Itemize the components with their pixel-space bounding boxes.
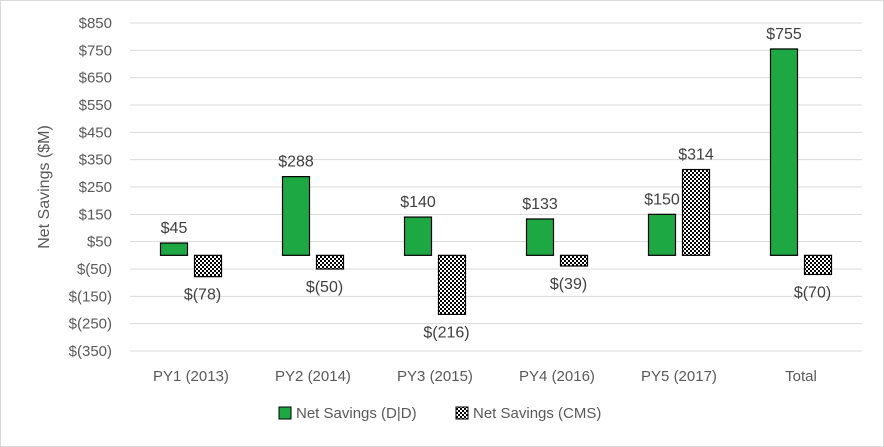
y-axis-title: Net Savings ($M) <box>36 125 53 249</box>
data-label: $(78) <box>184 287 221 304</box>
y-tick-label: $450 <box>79 124 112 141</box>
data-label: $45 <box>161 220 188 237</box>
data-label: $288 <box>278 154 314 171</box>
data-label: $(70) <box>794 284 831 301</box>
bar-dd <box>159 242 189 256</box>
bar-dd <box>281 176 311 256</box>
data-label: $(39) <box>550 276 587 293</box>
y-tick-label: $150 <box>79 206 112 223</box>
y-tick-label: $50 <box>87 234 112 251</box>
y-tick-label: $750 <box>79 42 112 59</box>
legend-label-dd: Net Savings (D|D) <box>296 405 417 422</box>
gridlines <box>130 22 862 352</box>
x-tick-label: PY2 (2014) <box>275 368 351 385</box>
bar-cms <box>437 254 467 315</box>
y-tick-label: $(250) <box>69 316 112 333</box>
data-label: $(216) <box>423 324 469 341</box>
legend-swatch-dd <box>278 406 292 420</box>
legend-label-cms: Net Savings (CMS) <box>473 405 601 422</box>
y-tick-label: $(150) <box>69 288 112 305</box>
bar-cms <box>193 254 223 278</box>
y-tick-labels: $850 $750 $650 $550 $450 $350 $250 $150 $50 $(50)… <box>69 15 112 360</box>
data-label: $140 <box>400 194 436 211</box>
legend: Net Savings (D|D) Net Savings (CMS) <box>278 405 601 422</box>
data-labels: $45 $(78) $288 $(50) $140 $(216) $133 $(39) $150… <box>161 26 832 341</box>
x-tick-label: PY4 (2016) <box>519 368 595 385</box>
data-label: $133 <box>522 196 558 213</box>
x-tick-label: PY5 (2017) <box>641 368 717 385</box>
y-tick-label: $350 <box>79 152 112 169</box>
x-tick-labels: PY1 (2013) PY2 (2014) PY3 (2015) PY4 (2016)… <box>153 368 817 385</box>
bar-dd <box>403 216 433 256</box>
x-tick-label: Total <box>785 368 817 385</box>
y-tick-label: $850 <box>79 15 112 32</box>
bar-cms <box>681 168 711 256</box>
bars <box>159 48 833 315</box>
legend-swatch-cms <box>455 406 469 420</box>
data-label: $(50) <box>306 279 343 296</box>
bar-dd <box>769 48 799 256</box>
y-tick-label: $(50) <box>77 261 112 278</box>
x-tick-label: PY1 (2013) <box>153 368 229 385</box>
x-tick-label: PY3 (2015) <box>397 368 473 385</box>
y-tick-label: $650 <box>79 70 112 87</box>
data-label: $314 <box>678 147 714 164</box>
data-label: $755 <box>766 26 802 43</box>
y-tick-label: $550 <box>79 97 112 114</box>
bar-cms <box>315 254 345 270</box>
bar-dd <box>525 218 555 256</box>
data-label: $150 <box>644 191 680 208</box>
bar-dd <box>647 213 677 256</box>
bar-cms <box>559 254 589 267</box>
bar-cms <box>803 254 833 276</box>
y-tick-label: $(350) <box>69 343 112 360</box>
y-tick-label: $250 <box>79 179 112 196</box>
